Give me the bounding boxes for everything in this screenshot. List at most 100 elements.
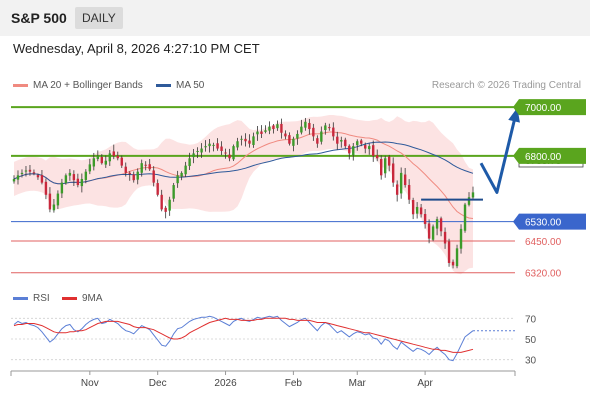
candle-body (344, 139, 347, 147)
candle-body (176, 175, 179, 184)
candle-body (312, 127, 315, 137)
candle (372, 140, 375, 162)
candle-body (148, 164, 151, 170)
candle (156, 179, 159, 197)
candle (88, 158, 92, 175)
candle-body (467, 197, 471, 205)
candle (176, 170, 179, 188)
candle-body (316, 138, 319, 144)
candle (316, 135, 319, 148)
candle (380, 155, 383, 180)
legend-ma20-label: MA 20 + Bollinger Bands (33, 80, 143, 91)
candle (240, 135, 243, 146)
ma9-swatch (62, 296, 77, 300)
candle (411, 197, 415, 220)
candle-body (300, 126, 303, 133)
candle (120, 155, 123, 168)
candle-body (72, 174, 76, 181)
level-tag-box (513, 213, 586, 230)
candle (224, 148, 227, 159)
candle-body (12, 178, 16, 182)
instrument-symbol: S&P 500 (11, 10, 67, 26)
candle-body (196, 150, 199, 152)
level-tag-7000.00: 7000.00 (513, 99, 586, 116)
candle (344, 137, 347, 149)
x-tick-label: Mar (349, 378, 367, 389)
candle-body (192, 153, 195, 158)
candle (336, 131, 339, 150)
candle-body (144, 164, 147, 166)
candle (356, 139, 359, 151)
candle (391, 157, 395, 187)
candle-body (455, 248, 459, 267)
candle (112, 144, 115, 160)
candle-body (140, 163, 143, 173)
candle (188, 152, 191, 170)
candle (136, 168, 139, 185)
candle (260, 125, 263, 138)
level-tag-6800.00: 6800.00 (513, 147, 586, 164)
candle-body (84, 171, 88, 180)
x-tick-label: 2026 (214, 378, 237, 389)
candle-body (376, 155, 379, 159)
candle-body (423, 213, 427, 225)
level-tag-text: 6320.00 (525, 269, 562, 280)
candle-body (236, 141, 239, 148)
candle-body (132, 174, 135, 181)
candle (272, 124, 275, 134)
candle (84, 169, 88, 184)
candle-body (383, 158, 387, 174)
candle (44, 178, 48, 200)
candle-body (399, 172, 403, 194)
candle-body (352, 146, 355, 156)
candle (387, 154, 391, 172)
candle-body (280, 123, 283, 133)
candle-body (88, 164, 92, 172)
candle (324, 122, 327, 135)
candle-body (152, 170, 155, 183)
candle-body (471, 192, 475, 198)
candle-body (407, 185, 411, 200)
candle (184, 161, 187, 177)
candle (12, 175, 16, 184)
candle (24, 165, 28, 177)
candle (248, 134, 251, 148)
candle-body (48, 193, 52, 210)
rsi-series-9MA (13, 317, 474, 353)
candle (447, 238, 451, 267)
legend-rsi: RSI (13, 293, 50, 304)
rsi-tick-label: 70 (525, 314, 537, 325)
candle (128, 171, 131, 181)
ma50-swatch (156, 83, 171, 87)
candle-body (188, 158, 191, 167)
candle (96, 150, 100, 162)
candle (164, 205, 167, 219)
candle (32, 169, 36, 176)
candle-body (96, 155, 100, 160)
candle-body (296, 133, 299, 139)
candle (80, 173, 84, 193)
candle (376, 149, 379, 162)
candle-body (40, 175, 44, 183)
candle-body (180, 172, 183, 177)
level-tag-6530.00: 6530.00 (513, 213, 586, 230)
candle-body (124, 166, 127, 173)
candle-body (328, 127, 331, 129)
candle-body (284, 133, 287, 137)
candle (419, 203, 423, 218)
candle (348, 144, 351, 160)
candle-body (244, 138, 247, 142)
level-tag-6320.00: 6320.00 (525, 269, 562, 280)
candle (124, 162, 127, 177)
candle (423, 209, 427, 229)
level-tag-text: 6530.00 (525, 218, 562, 229)
period-badge[interactable]: DAILY (75, 7, 123, 29)
candle (439, 216, 443, 237)
candle (292, 136, 295, 152)
candle-body (204, 146, 207, 148)
candle (220, 141, 223, 156)
candle-body (20, 172, 24, 175)
candle (144, 161, 147, 171)
candle (407, 179, 411, 204)
